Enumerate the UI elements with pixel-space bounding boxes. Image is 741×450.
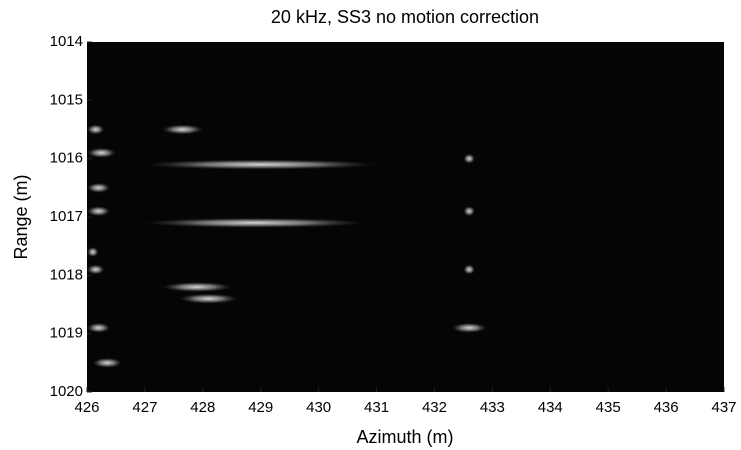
x-tick-label: 437 [711,399,736,416]
x-tick-label: 427 [132,399,157,416]
y-tick-label: 1015 [50,91,83,108]
echo-return [463,153,475,164]
y-axis-label: Range (m) [11,174,31,259]
echo-return [179,293,238,304]
x-tick-label: 434 [538,399,563,416]
x-tick-label: 436 [654,399,679,416]
y-tick-label: 1020 [50,383,83,400]
chart-title: 20 kHz, SS3 no motion correction [271,7,539,27]
x-tick-label: 429 [248,399,273,416]
y-tick-label: 1014 [50,33,83,50]
x-tick-label: 430 [306,399,331,416]
x-tick-label: 426 [74,399,99,416]
echo-return [87,147,116,158]
echo-return [87,264,105,275]
plot-area [87,42,724,392]
echo-return [451,322,487,333]
echo-return [87,322,111,333]
y-tick-label: 1017 [50,208,83,225]
echo-return [87,206,111,217]
x-tick-label: 431 [364,399,389,416]
echo-return [463,206,475,217]
echo-return [162,124,203,135]
x-tick-label: 433 [480,399,505,416]
echo-return [162,282,232,292]
y-tick-label: 1019 [50,325,83,342]
echo-return [87,247,99,257]
y-tick-label: 1016 [50,150,83,167]
x-tick-label: 432 [422,399,447,416]
x-axis-label: Azimuth (m) [356,427,453,447]
echo-return [144,159,377,170]
echo-return [87,182,111,193]
echo-return [144,217,365,228]
echo-return [87,124,105,135]
x-tick-label: 435 [596,399,621,416]
x-tick-label: 428 [190,399,215,416]
echo-return [92,357,122,368]
echo-return [463,264,475,275]
y-tick-label: 1018 [50,266,83,283]
